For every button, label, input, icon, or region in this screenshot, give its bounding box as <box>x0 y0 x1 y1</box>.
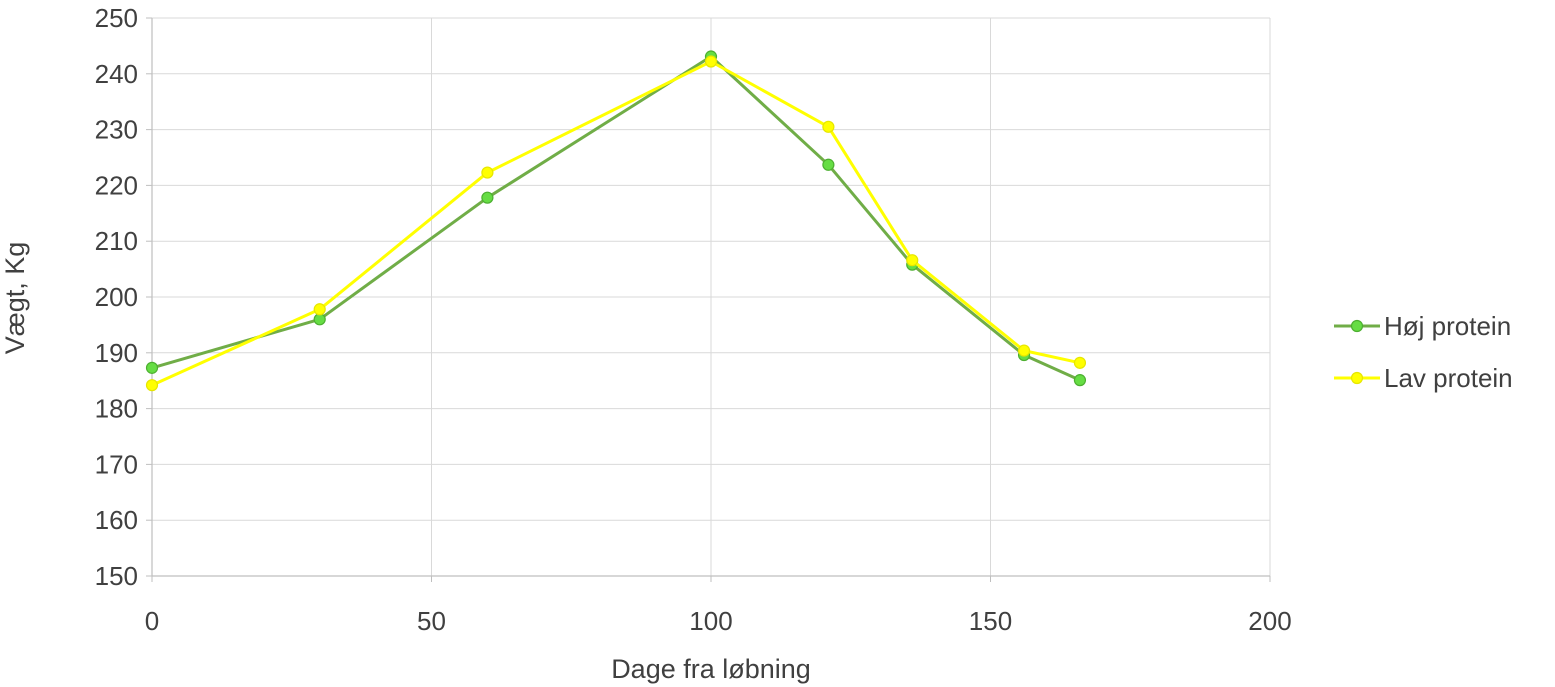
y-tick-label: 200 <box>95 282 138 312</box>
data-point <box>1017 344 1031 357</box>
y-tick-label: 250 <box>95 3 138 33</box>
y-tick-label: 210 <box>95 226 138 256</box>
y-axis-title: Vægt, Kg <box>0 242 30 355</box>
legend: Høj protein Lav protein <box>1334 311 1513 393</box>
data-point <box>704 55 718 68</box>
legend-marker <box>1350 319 1364 333</box>
y-tick-label: 190 <box>95 338 138 368</box>
series-layer <box>145 50 1087 392</box>
series-line <box>151 55 1081 382</box>
legend-label: Lav protein <box>1384 363 1513 393</box>
x-tick-label: 50 <box>417 606 446 636</box>
x-tick-label: 0 <box>145 606 159 636</box>
x-axis-title: Dage fra løbning <box>611 654 811 684</box>
data-point <box>313 313 326 326</box>
x-tick-label: 100 <box>689 606 732 636</box>
data-point <box>822 158 835 171</box>
x-tick-label: 150 <box>969 606 1012 636</box>
data-point <box>481 166 494 179</box>
data-point <box>822 120 835 133</box>
series-line <box>151 60 1081 387</box>
horizontal-gridlines <box>152 17 1270 521</box>
data-point <box>1073 374 1087 387</box>
legend-label: Høj protein <box>1384 311 1511 341</box>
y-tick-label: 180 <box>95 394 138 424</box>
data-point <box>481 191 494 204</box>
data-point <box>906 254 919 267</box>
y-tick-labels: 150 160 170 180 190 200 210 220 230 240 250 <box>95 3 138 591</box>
axes <box>146 17 1271 582</box>
y-tick-label: 240 <box>95 59 138 89</box>
y-tick-label: 160 <box>95 505 138 535</box>
x-tick-label: 200 <box>1248 606 1291 636</box>
series-2 <box>145 55 1087 392</box>
x-tick-labels: 0 50 100 150 200 <box>145 606 1292 636</box>
legend-item-2: Lav protein <box>1334 363 1513 393</box>
y-tick-label: 230 <box>95 115 138 145</box>
data-point <box>1073 356 1087 369</box>
data-point <box>145 379 159 392</box>
data-point <box>313 303 326 316</box>
y-tick-label: 220 <box>95 170 138 200</box>
y-tick-label: 150 <box>95 561 138 591</box>
legend-item-1: Høj protein <box>1334 311 1511 341</box>
series-1 <box>145 50 1087 387</box>
legend-marker <box>1350 371 1364 385</box>
data-point <box>145 361 159 374</box>
y-tick-label: 170 <box>95 449 138 479</box>
